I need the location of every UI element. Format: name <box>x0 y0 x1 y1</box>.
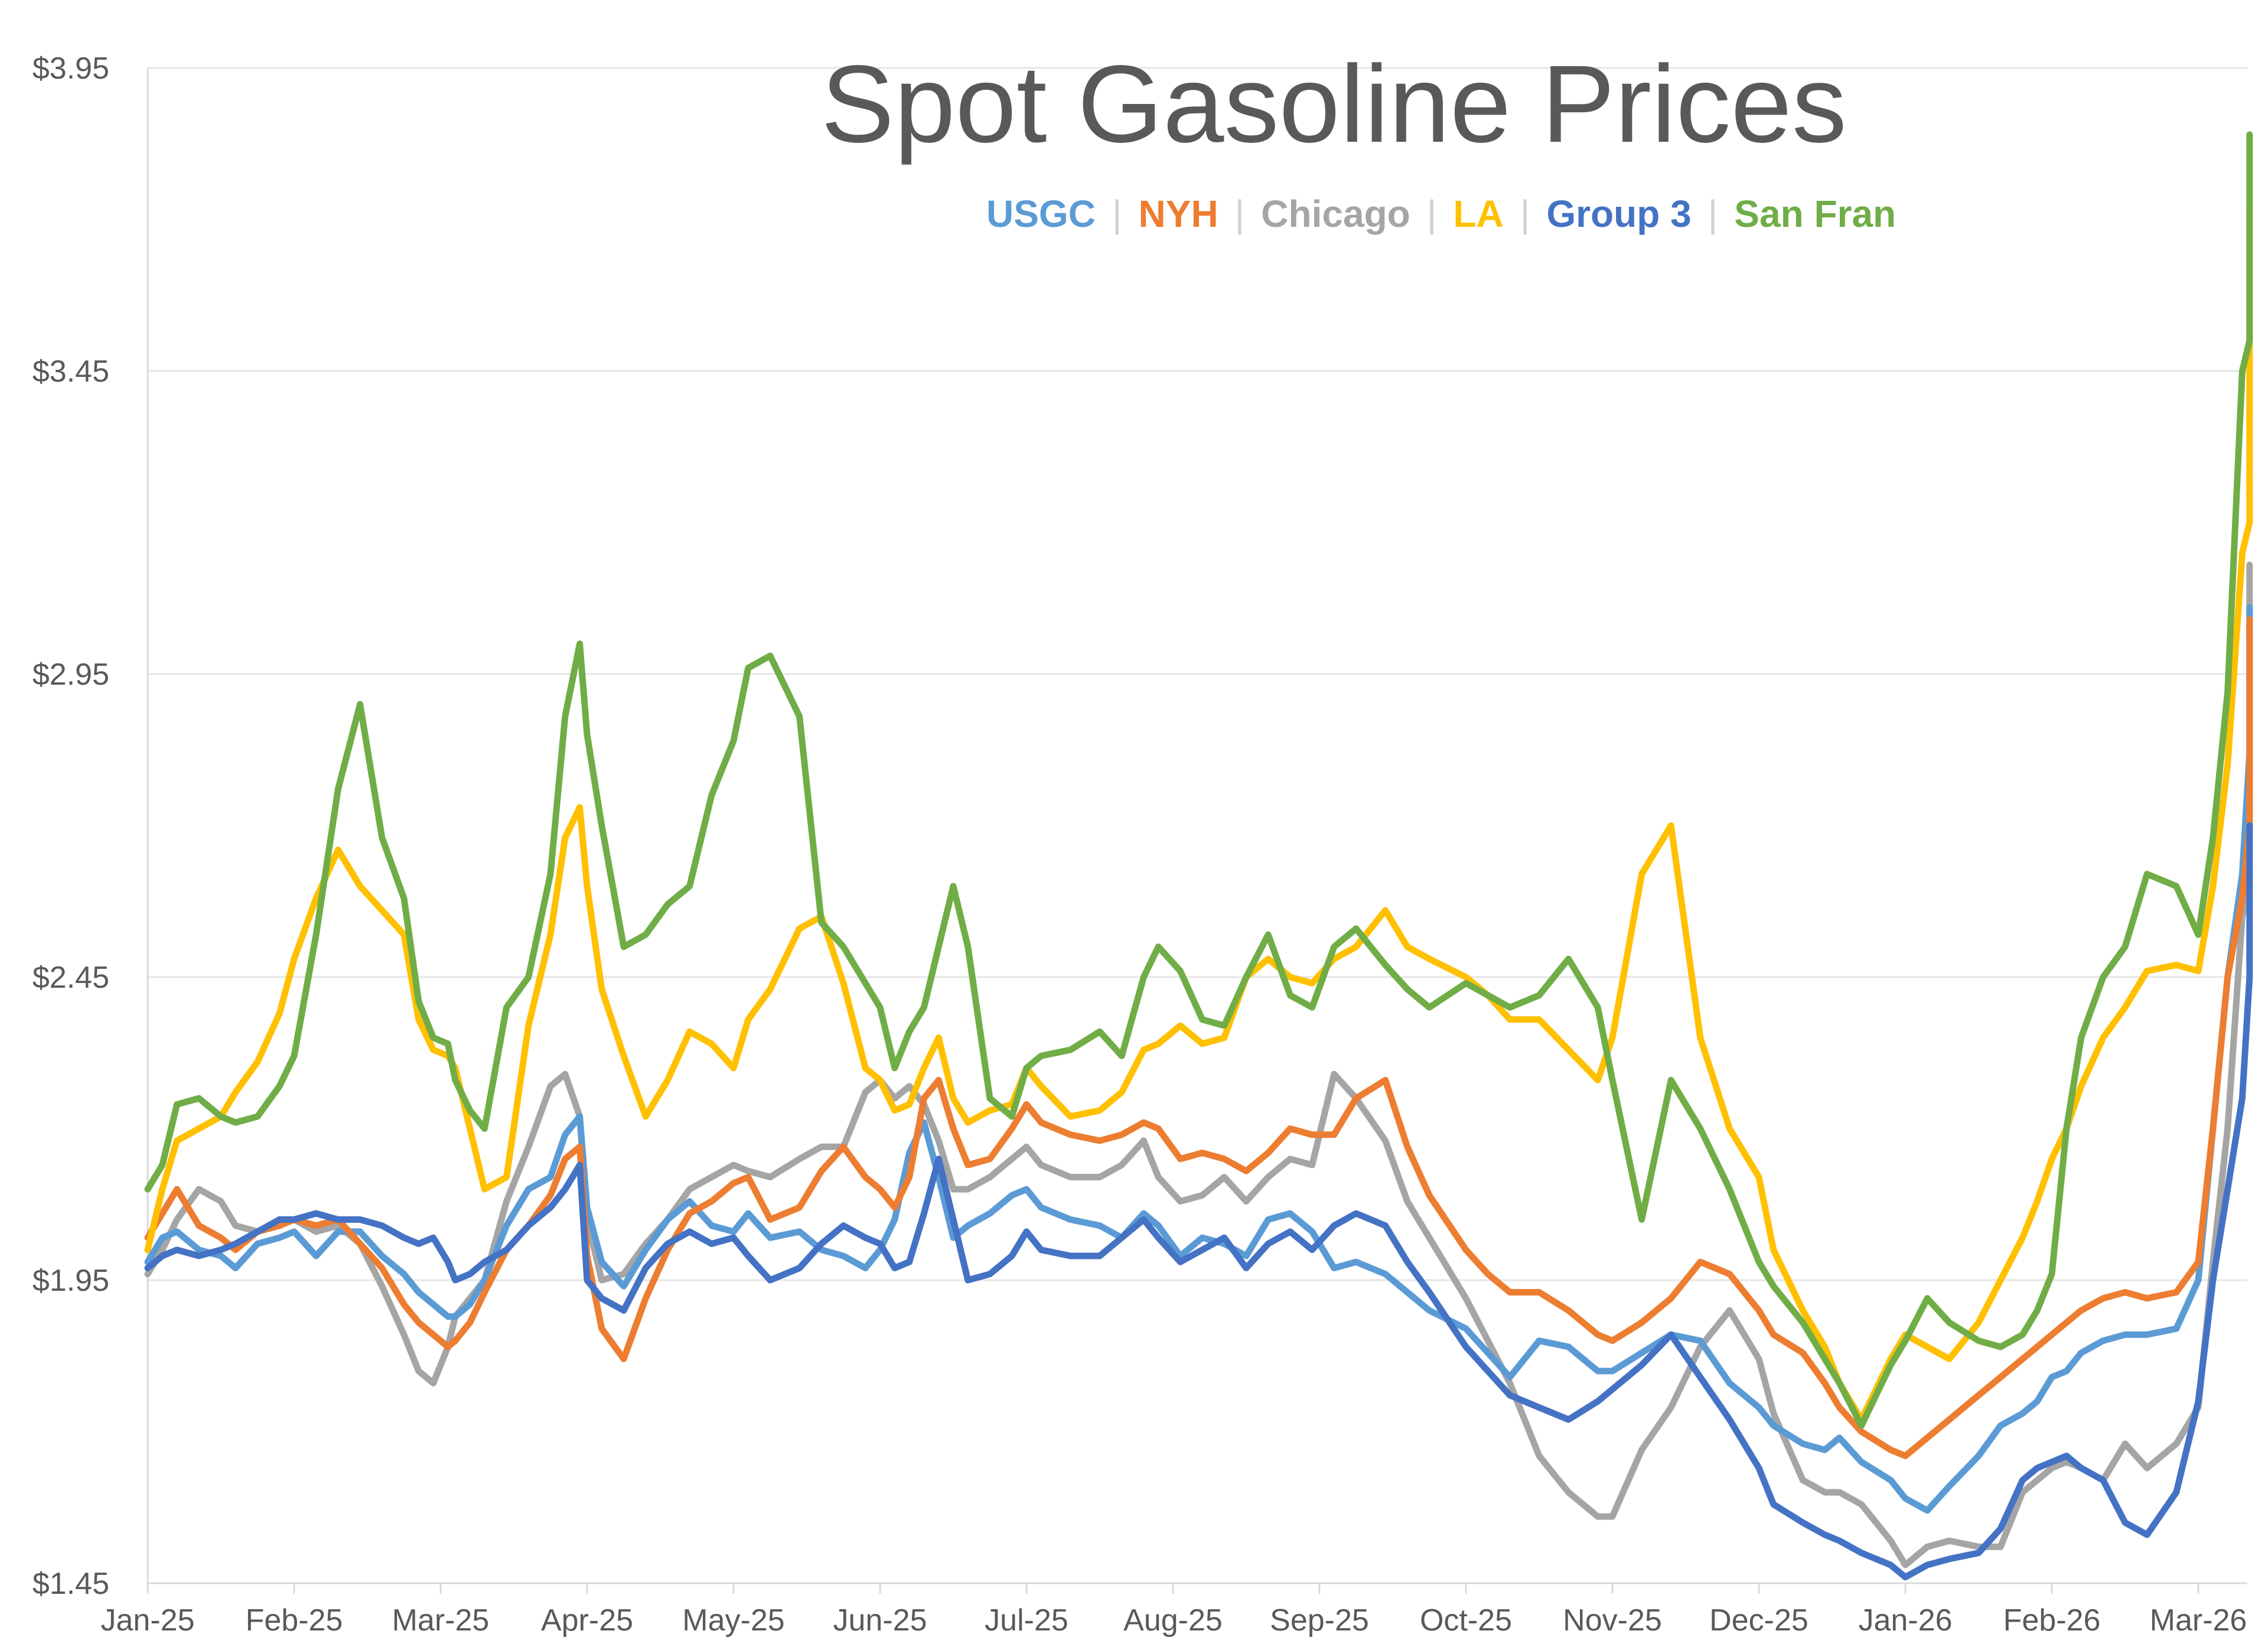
y-tick-label: $3.45 <box>32 354 109 389</box>
x-tick-label: Dec-25 <box>1709 1603 1808 1638</box>
y-tick-label: $2.45 <box>32 961 109 995</box>
series-line-nyh <box>144 616 2253 1459</box>
x-tick-label: Nov-25 <box>1563 1603 1662 1638</box>
legend-separator: | <box>1112 193 1122 235</box>
legend-item-la: LA <box>1453 193 1504 235</box>
x-tick-label: Jun-25 <box>833 1603 927 1638</box>
x-tick-label: Feb-25 <box>246 1603 343 1638</box>
x-tick-label: Apr-25 <box>541 1603 633 1638</box>
x-tick-label: Feb-26 <box>2003 1603 2101 1638</box>
y-tick-label: $1.45 <box>32 1567 109 1601</box>
x-tick-label: Aug-25 <box>1123 1603 1223 1638</box>
y-tick-label: $3.95 <box>32 51 109 86</box>
legend-separator: | <box>1426 193 1437 235</box>
legend-item-san-fran: San Fran <box>1734 193 1896 235</box>
x-tick-label: Jan-26 <box>1859 1603 1953 1638</box>
legend-item-usgc: USGC <box>986 193 1096 235</box>
x-tick-label: Mar-25 <box>392 1603 490 1638</box>
y-tick-label: $2.95 <box>32 658 109 692</box>
series-line-la <box>144 204 2253 1423</box>
x-tick-label: Jan-25 <box>101 1603 195 1638</box>
chart-title: Spot Gasoline Prices <box>821 43 1847 165</box>
y-tick-labels: $1.45 $1.95 $2.45 $2.95 $3.45 $3.95 <box>32 51 109 1601</box>
x-tick-label: Jul-25 <box>985 1603 1068 1638</box>
series-line-san-fran <box>144 131 2253 1429</box>
legend-separator: | <box>1707 193 1718 235</box>
x-tick-label: May-25 <box>682 1603 784 1638</box>
gridlines <box>148 67 2247 1281</box>
x-tick-labels: Jan-25 Feb-25 Mar-25 Apr-25 May-25 Jun-25 Jul-… <box>101 1603 2247 1638</box>
legend-item-group-3: Group 3 <box>1546 193 1692 235</box>
legend-separator: | <box>1520 193 1530 235</box>
series-line-chicago <box>144 561 2253 1568</box>
x-tick-label: Oct-25 <box>1420 1603 1512 1638</box>
y-tick-label: $1.95 <box>32 1264 109 1298</box>
series-line-group-3 <box>144 822 2253 1581</box>
x-tick-label: Mar-26 <box>2150 1603 2247 1638</box>
legend-separator: | <box>1234 193 1245 235</box>
legend-item-chicago: Chicago <box>1261 193 1410 235</box>
series-line-usgc <box>144 604 2253 1514</box>
legend: USGC | NYH | Chicago | LA | Group 3 | San Fran <box>986 192 1896 236</box>
legend-item-nyh: NYH <box>1138 193 1218 235</box>
series-lines <box>144 131 2253 1581</box>
axes <box>146 68 2247 1594</box>
x-tick-label: Sep-25 <box>1270 1603 1369 1638</box>
